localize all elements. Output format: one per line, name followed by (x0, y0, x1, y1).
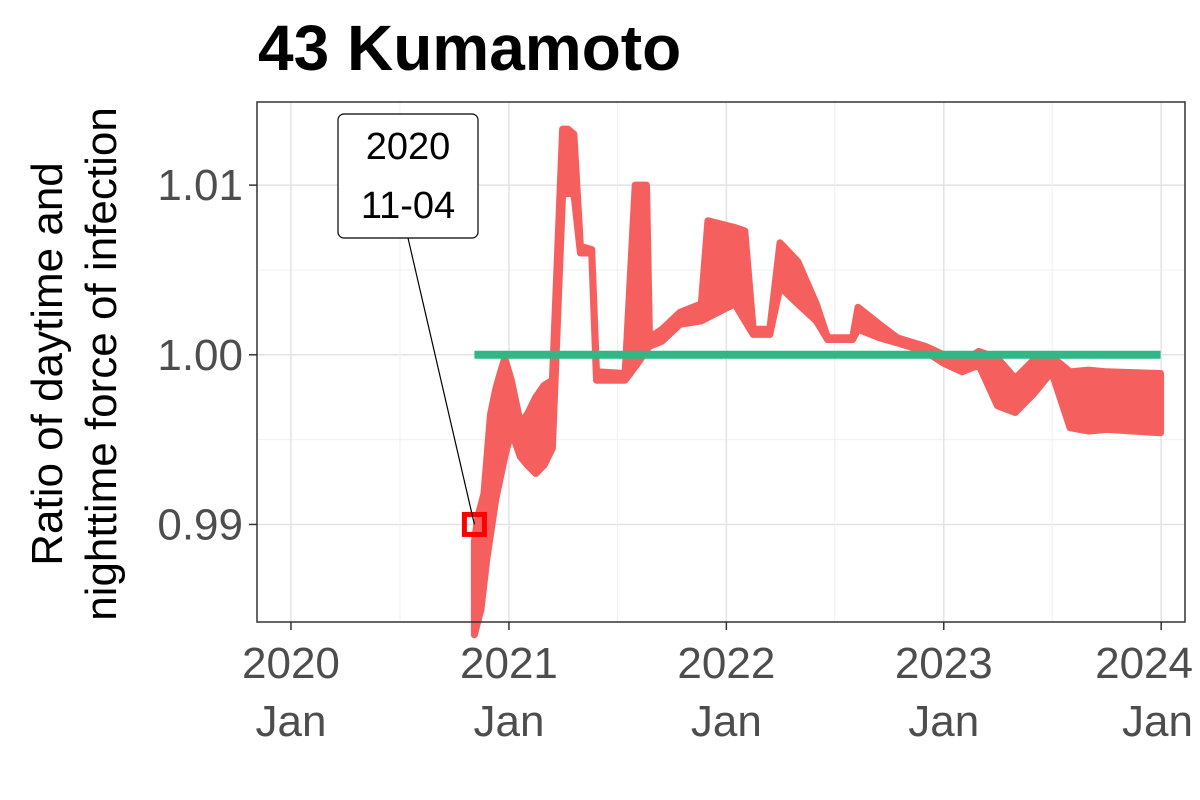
x-tick-label-year: 2023 (895, 639, 993, 688)
annotation: 2020 11-04 (337, 113, 479, 525)
marker-layer (461, 511, 487, 537)
x-tick-label-year: 2020 (242, 639, 340, 688)
y-axis-label-line-2: nighttime force of infection (77, 107, 126, 621)
x-tick-label-month: Jan (255, 697, 326, 746)
x-tick-label-month: Jan (908, 697, 979, 746)
y-axis-label-line-1: Ratio of daytime and (23, 162, 72, 566)
date-marker (461, 511, 487, 537)
x-tick-label-year: 2021 (460, 639, 558, 688)
x-tick-label-month: Jan (1122, 697, 1193, 746)
panel-border (256, 101, 1186, 623)
y-tick-label: 0.99 (157, 500, 243, 549)
series-layer (470, 125, 1165, 639)
series-band (470, 125, 1165, 639)
y-axis-label: Ratio of daytime and nighttime force of … (23, 107, 126, 621)
annotation-line-1: 2020 (366, 126, 451, 168)
annotation-box (337, 113, 479, 239)
x-tick-label-year: 2022 (677, 639, 775, 688)
y-tick-label: 1.01 (157, 161, 243, 210)
x-ticks: 2020 Jan 2021 Jan 2022 Jan 2023 Jan 2024 Jan (242, 622, 1193, 746)
chart-title: 43 Kumamoto (258, 12, 681, 84)
x-tick-label-year: 2024 (1095, 639, 1193, 688)
x-tick-label-month: Jan (473, 697, 544, 746)
y-ticks: 0.99 1.00 1.01 (157, 161, 257, 549)
y-tick-label: 1.00 (157, 331, 243, 380)
x-tick-label-month: Jan (691, 697, 762, 746)
annotation-leader-line (407, 237, 475, 525)
annotation-line-2: 11-04 (361, 185, 455, 227)
